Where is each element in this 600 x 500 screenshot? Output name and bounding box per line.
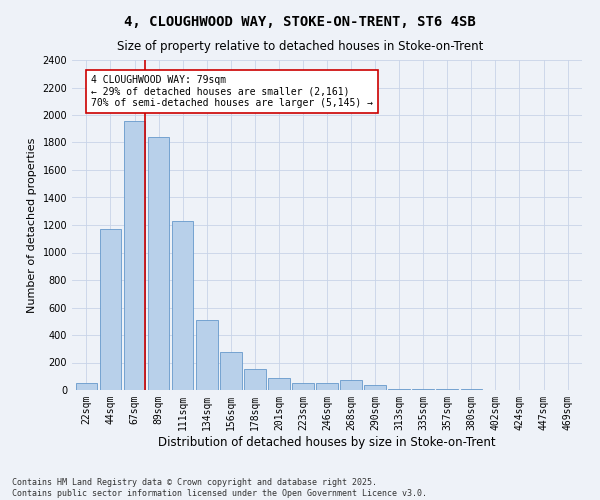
Bar <box>172 221 193 390</box>
Bar <box>364 384 386 390</box>
Bar <box>100 229 121 390</box>
Text: Contains HM Land Registry data © Crown copyright and database right 2025.
Contai: Contains HM Land Registry data © Crown c… <box>12 478 427 498</box>
Text: Size of property relative to detached houses in Stoke-on-Trent: Size of property relative to detached ho… <box>117 40 483 53</box>
Y-axis label: Number of detached properties: Number of detached properties <box>27 138 37 312</box>
Bar <box>148 137 169 390</box>
Bar <box>316 383 338 390</box>
Bar <box>220 352 242 390</box>
Bar <box>388 388 410 390</box>
X-axis label: Distribution of detached houses by size in Stoke-on-Trent: Distribution of detached houses by size … <box>158 436 496 448</box>
Bar <box>76 383 97 390</box>
Bar <box>196 320 218 390</box>
Text: 4, CLOUGHWOOD WAY, STOKE-ON-TRENT, ST6 4SB: 4, CLOUGHWOOD WAY, STOKE-ON-TRENT, ST6 4… <box>124 15 476 29</box>
Bar <box>268 378 290 390</box>
Text: 4 CLOUGHWOOD WAY: 79sqm
← 29% of detached houses are smaller (2,161)
70% of semi: 4 CLOUGHWOOD WAY: 79sqm ← 29% of detache… <box>91 75 373 108</box>
Bar <box>124 120 145 390</box>
Bar <box>244 368 266 390</box>
Bar <box>340 380 362 390</box>
Bar <box>292 383 314 390</box>
